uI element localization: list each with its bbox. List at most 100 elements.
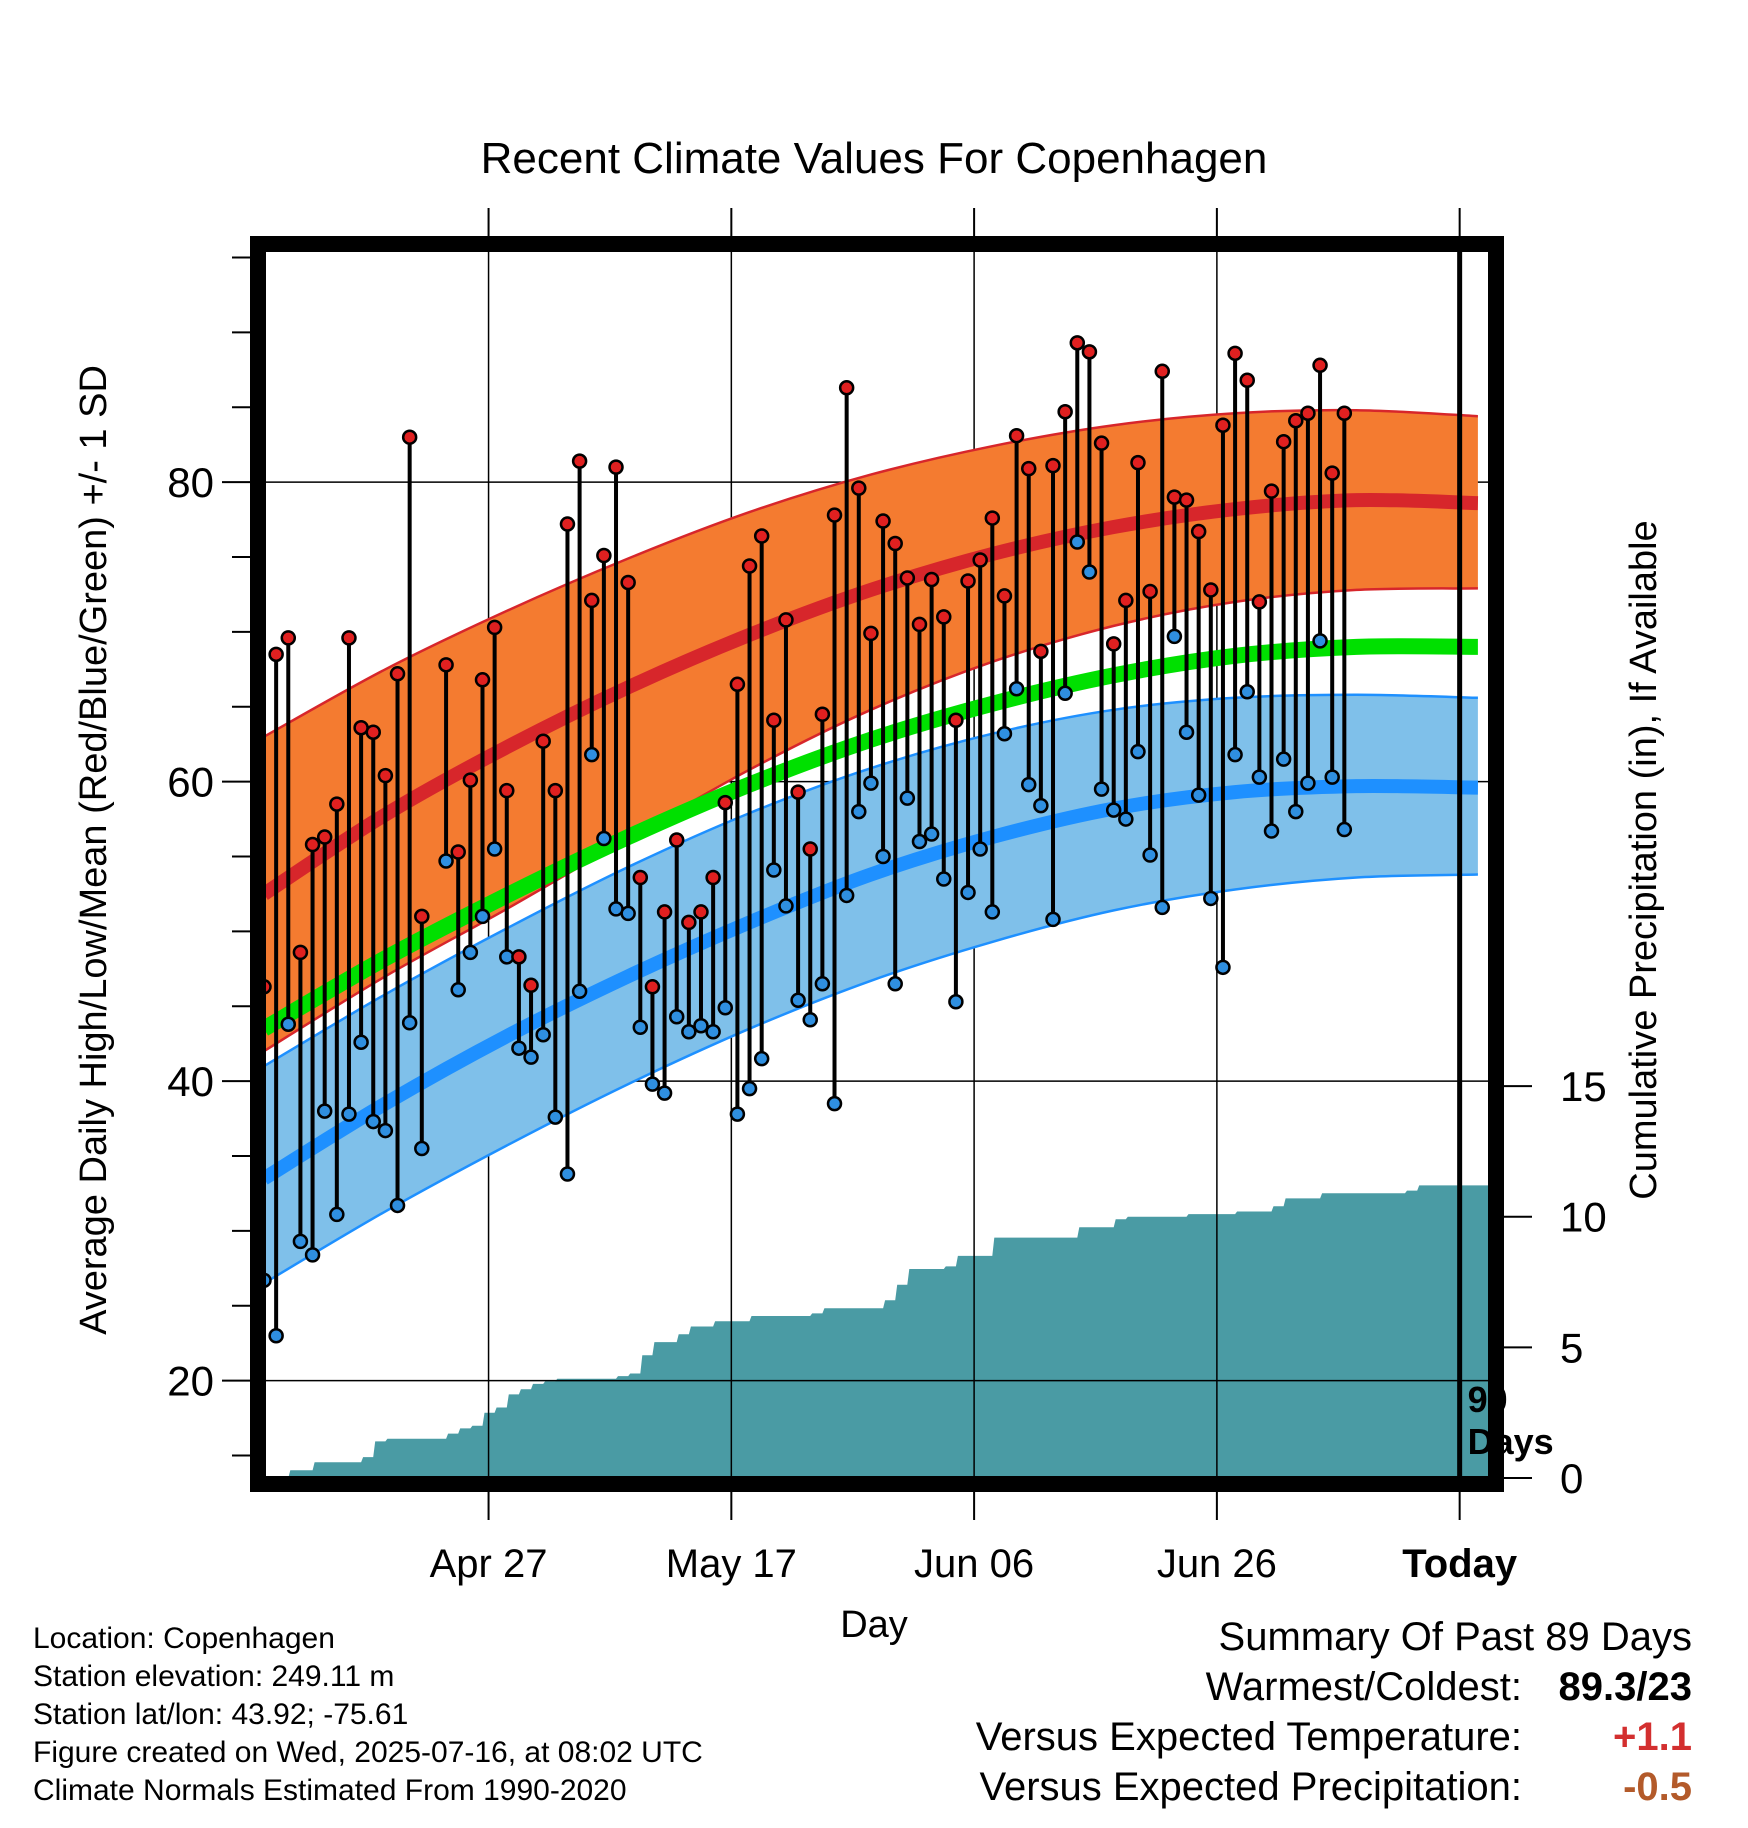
obs-high-point: [1263, 483, 1280, 499]
obs-high-point: [717, 794, 734, 811]
obs-high-point: [414, 908, 430, 925]
obs-high-point: [1288, 412, 1304, 429]
obs-low-point: [1142, 847, 1158, 863]
precip-value: -0.5: [1623, 1765, 1692, 1809]
obs-high-point: [1300, 405, 1316, 421]
obs-high-point: [620, 574, 636, 591]
obs-low-point: [644, 1076, 661, 1092]
obs-low-point: [1275, 751, 1292, 767]
obs-high-point: [523, 977, 539, 994]
obs-high-point: [790, 784, 806, 800]
obs-high-point: [401, 429, 418, 445]
obs-low-point: [1033, 797, 1049, 814]
obs-low-point: [632, 1019, 649, 1035]
obs-low-point: [1178, 724, 1195, 740]
y-tick-label: 60: [167, 759, 214, 806]
obs-low-point: [486, 841, 503, 857]
obs-low-point: [316, 1103, 333, 1119]
obs-low-point: [984, 904, 1001, 920]
obs-low-point: [596, 830, 612, 847]
obs-low-point: [1227, 746, 1243, 763]
location-text: Location: Copenhagen: [33, 1622, 335, 1655]
obs-low-point: [729, 1106, 746, 1122]
x-axis-label: Day: [840, 1604, 908, 1646]
obs-high-point: [1008, 427, 1025, 444]
obs-low-point: [851, 803, 867, 820]
obs-low-point: [1190, 787, 1207, 803]
obs-low-point: [875, 848, 891, 865]
obs-high-point: [462, 772, 479, 788]
obs-high-point: [668, 832, 685, 848]
obs-high-point: [875, 513, 891, 529]
obs-low-point: [948, 994, 964, 1010]
precip-label: Versus Expected Precipitation:: [979, 1765, 1522, 1809]
station-info: Location: Copenhagen Station elevation: …: [33, 1620, 703, 1810]
obs-high-point: [741, 558, 758, 574]
obs-high-point: [596, 547, 612, 564]
obs-high-point: [365, 724, 381, 740]
obs-high-point: [341, 630, 357, 646]
obs-high-point: [1081, 344, 1098, 360]
obs-low-point: [389, 1197, 406, 1214]
obs-high-point: [753, 528, 770, 544]
x-tick-label: Apr 27: [430, 1542, 548, 1586]
obs-low-point: [1251, 769, 1268, 785]
axes-layer: 20 40 60 80 0 5 10 15 Apr 27 May 17 Jun 06 Jun 26 To…: [167, 208, 1607, 1586]
obs-low-point: [1069, 534, 1086, 550]
obs-high-point: [268, 646, 284, 663]
obs-high-point: [535, 733, 551, 749]
obs-high-point: [863, 625, 879, 642]
obs-low-point: [1336, 821, 1353, 838]
obs-high-point: [1105, 636, 1122, 652]
obs-high-point: [1275, 433, 1292, 450]
obs-low-point: [1118, 811, 1134, 827]
obs-high-point: [644, 979, 661, 995]
x-tick-label: Jun 26: [1157, 1542, 1277, 1586]
obs-high-point: [559, 516, 576, 532]
obs-high-point: [1154, 363, 1171, 380]
obs-low-point: [681, 1023, 697, 1040]
obs-low-point: [329, 1206, 345, 1223]
y2-tick-label: 0: [1560, 1455, 1583, 1502]
obs-low-point: [535, 1026, 551, 1043]
obs-high-point: [511, 949, 527, 965]
obs-low-point: [899, 790, 916, 806]
obs-low-point: [960, 884, 976, 901]
obs-low-point: [1239, 684, 1255, 700]
obs-high-point: [851, 480, 867, 496]
obs-low-point: [462, 944, 479, 961]
obs-high-point: [681, 914, 697, 931]
obs-high-point: [826, 507, 843, 523]
obs-high-point: [936, 609, 952, 625]
obs-low-point: [1130, 743, 1146, 760]
obs-high-point: [766, 712, 782, 728]
obs-high-point: [389, 666, 406, 682]
obs-low-point: [1045, 911, 1061, 928]
obs-low-point: [656, 1085, 673, 1101]
observations-layer: 90 Days: [256, 250, 1554, 1478]
obs-low-point: [838, 887, 855, 904]
warmest-value: 89.3/23: [1558, 1665, 1692, 1709]
obs-low-point: [911, 833, 928, 850]
obs-low-point: [1093, 781, 1110, 797]
obs-low-point: [717, 1000, 734, 1016]
obs-high-point: [1178, 492, 1195, 508]
y2-tick-label: 5: [1560, 1324, 1583, 1371]
y-axis-label: Average Daily High/Low/Mean (Red/Blue/Gr…: [73, 365, 115, 1335]
obs-low-point: [778, 898, 794, 914]
obs-low-point: [292, 1233, 309, 1250]
obs-high-point: [802, 841, 818, 857]
obs-high-point: [280, 630, 297, 646]
plot-frame: [250, 236, 1504, 1492]
obs-low-point: [450, 982, 466, 998]
elevation-text: Station elevation: 249.11 m: [33, 1660, 395, 1693]
x-tick-label: Jun 06: [914, 1542, 1034, 1586]
obs-high-point: [656, 904, 673, 920]
obs-low-point: [474, 908, 491, 925]
obs-high-point: [1033, 643, 1049, 660]
low-sd-band-lower-edge: [264, 873, 1478, 1285]
obs-high-point: [1045, 457, 1061, 474]
latlon-text: Station lat/lon: 43.92; -75.61: [33, 1698, 409, 1731]
obs-high-point: [1203, 582, 1219, 598]
plot-border: [250, 236, 1504, 1492]
